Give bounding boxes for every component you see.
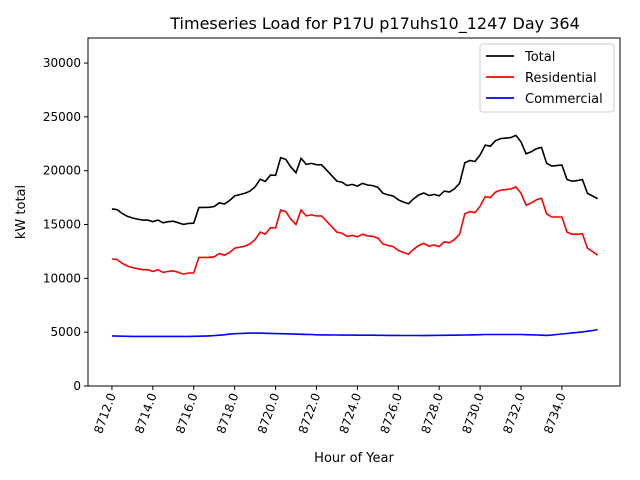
x-axis-label: Hour of Year <box>314 451 394 466</box>
x-tick-label: 8726.0 <box>378 391 406 435</box>
x-tick-label: 8732.0 <box>500 391 528 435</box>
x-tick-label: 8722.0 <box>296 391 324 435</box>
x-tick-label: 8724.0 <box>337 391 365 435</box>
y-tick-label: 25000 <box>43 110 81 124</box>
y-tick-label: 10000 <box>43 271 81 285</box>
legend-label-commercial: Commercial <box>525 92 603 107</box>
y-tick-label: 20000 <box>43 164 81 178</box>
y-tick-label: 0 <box>73 379 81 393</box>
series-line-total <box>111 134 599 226</box>
legend-label-total: Total <box>524 50 555 65</box>
y-tick-label: 30000 <box>43 56 81 70</box>
chart-title: Timeseries Load for P17U p17uhs10_1247 D… <box>169 14 580 34</box>
x-tick-label: 8728.0 <box>418 391 446 435</box>
y-axis-label: kW total <box>14 185 29 239</box>
legend-box <box>479 43 615 113</box>
y-tick-label: 15000 <box>43 218 81 232</box>
series-line-commercial <box>111 328 598 338</box>
x-tick-label: 8712.0 <box>91 391 119 435</box>
legend: Total Residential Commercial <box>479 43 615 113</box>
x-tick-label: 8720.0 <box>255 391 283 435</box>
plot-frame <box>87 37 621 387</box>
x-tick-label: 8718.0 <box>214 391 242 435</box>
legend-label-residential: Residential <box>525 71 597 86</box>
x-tick-label: 8730.0 <box>459 391 487 435</box>
series-line-residential <box>111 185 599 275</box>
y-tick-label: 5000 <box>50 325 81 339</box>
x-tick-label: 8716.0 <box>173 391 201 435</box>
x-tick-label: 8714.0 <box>132 391 160 435</box>
x-tick-label: 8734.0 <box>541 391 569 435</box>
